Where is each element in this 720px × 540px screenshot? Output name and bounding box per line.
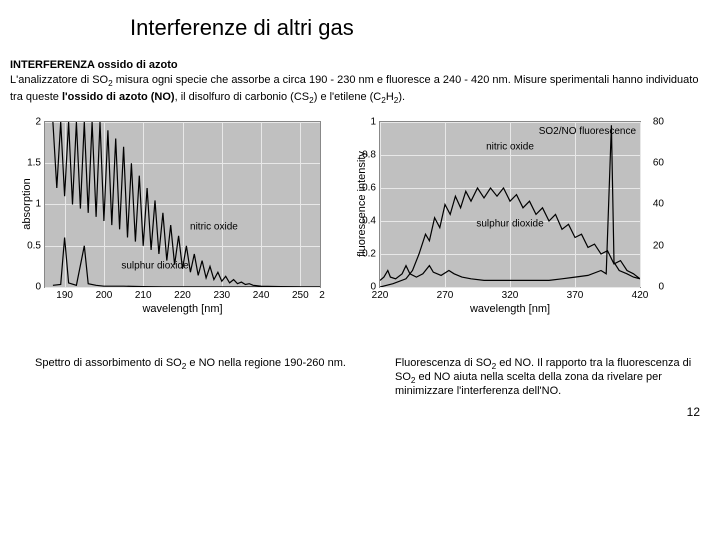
tick-x: 2 <box>319 290 325 301</box>
tick-x: 190 <box>56 290 73 301</box>
series-line <box>380 188 640 287</box>
tick-x: 210 <box>135 290 152 301</box>
tick-x: 420 <box>632 290 649 301</box>
chart-top-label: SO2/NO fluorescence <box>539 126 636 137</box>
captions-row: Spettro di assorbimento di SO2 e NO nell… <box>10 357 710 397</box>
tick-x: 200 <box>96 290 113 301</box>
section-subtitle: INTERFERENZA ossido di azoto <box>10 59 710 71</box>
y-axis-label: absorption <box>21 179 33 230</box>
y-axis-label: fluorescence intensity <box>356 151 368 257</box>
x-axis-label: wavelength [nm] <box>142 303 222 315</box>
body-paragraph: L'analizzatore di SO2 misura ogni specie… <box>10 73 710 107</box>
tick-y-right: 20 <box>653 240 664 251</box>
caption-left: Spettro di assorbimento di SO2 e NO nell… <box>35 357 355 397</box>
tick-y: 1.5 <box>17 158 41 169</box>
tick-y-right: 60 <box>653 158 664 169</box>
x-axis-label: wavelength [nm] <box>470 303 550 315</box>
tick-y: 1 <box>352 116 376 127</box>
tick-y: 2 <box>17 116 41 127</box>
tick-y: 0.5 <box>17 240 41 251</box>
tick-x: 230 <box>213 290 230 301</box>
tick-x: 270 <box>437 290 454 301</box>
tick-x: 220 <box>174 290 191 301</box>
series-label: nitric oxide <box>486 141 534 152</box>
charts-row: 00.511.521902002102202302402502absorptio… <box>10 117 710 317</box>
tick-y: 0 <box>17 281 41 292</box>
tick-y-right: 0 <box>658 281 664 292</box>
tick-y-right: 80 <box>653 116 664 127</box>
tick-x: 370 <box>567 290 584 301</box>
absorption-chart: 00.511.521902002102202302402502absorptio… <box>10 117 325 317</box>
tick-y-right: 40 <box>653 199 664 210</box>
fluorescence-chart: 00.20.40.60.81220270320370420020406080fl… <box>345 117 670 317</box>
tick-x: 250 <box>292 290 309 301</box>
series-label: nitric oxide <box>190 222 238 233</box>
series-label: sulphur dioxide <box>121 261 188 272</box>
tick-x: 220 <box>372 290 389 301</box>
series-label: sulphur dioxide <box>476 219 543 230</box>
page-title: Interferenze di altri gas <box>130 15 710 41</box>
page-number: 12 <box>10 405 700 419</box>
tick-x: 320 <box>502 290 519 301</box>
tick-x: 240 <box>253 290 270 301</box>
caption-right: Fluorescenza di SO2 ed NO. Il rapporto t… <box>395 357 695 397</box>
